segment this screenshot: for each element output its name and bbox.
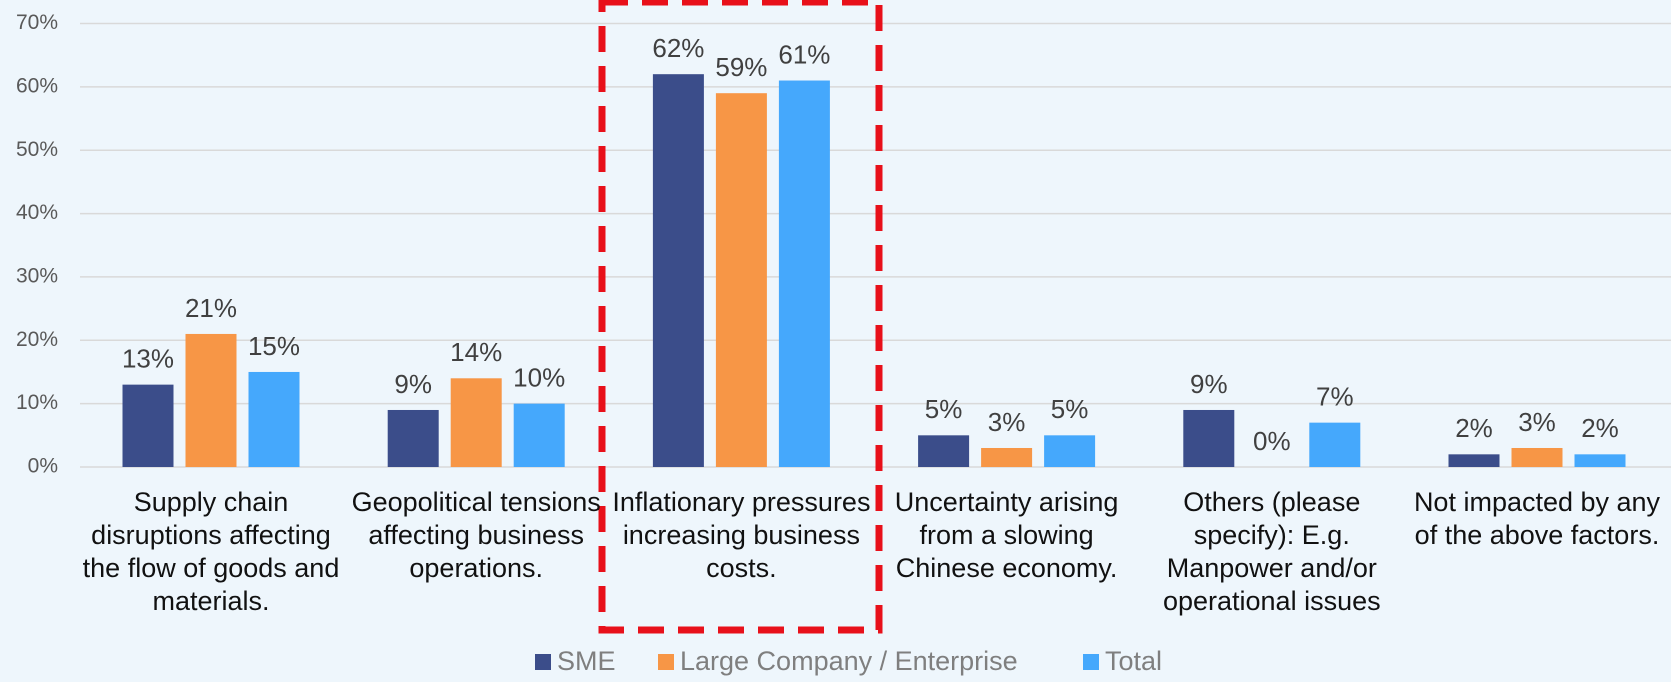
data-label: 9% <box>1190 369 1228 399</box>
data-label: 62% <box>652 33 704 63</box>
bar <box>778 80 830 468</box>
y-tick-label: 70% <box>16 11 58 34</box>
bar <box>1044 435 1096 467</box>
y-tick-label: 0% <box>28 455 58 478</box>
y-tick-label: 40% <box>16 201 58 224</box>
x-tick-label: Supply chain disruptions affecting the f… <box>82 487 340 616</box>
bar <box>1183 409 1235 467</box>
y-tick-label: 30% <box>16 264 58 287</box>
x-tick-label: Geopolitical tensions affecting business… <box>351 487 601 583</box>
y-tick-label: 50% <box>16 138 58 161</box>
bar <box>122 384 174 467</box>
data-label: 2% <box>1455 413 1493 443</box>
bar <box>513 403 565 467</box>
data-label: 7% <box>1316 382 1354 412</box>
legend-label: Large Company / Enterprise <box>680 646 1018 676</box>
x-tick-label: Others (please specify): E.g. Manpower a… <box>1162 487 1381 616</box>
x-tick-label: Inflationary pressures increasing busine… <box>612 487 871 583</box>
y-tick-label: 10% <box>16 391 58 414</box>
data-label: 10% <box>513 363 565 393</box>
data-label: 0% <box>1253 426 1291 456</box>
data-label: 14% <box>450 337 502 367</box>
data-label: 59% <box>715 52 767 82</box>
data-label: 5% <box>1051 394 1089 424</box>
data-label: 5% <box>925 394 963 424</box>
legend-swatch <box>658 654 674 670</box>
data-label: 21% <box>185 293 237 323</box>
data-label: 3% <box>988 407 1026 437</box>
legend-label: Total <box>1105 646 1162 676</box>
bar <box>918 435 970 467</box>
data-label: 15% <box>248 331 300 361</box>
data-label: 61% <box>778 39 830 69</box>
legend-label: SME <box>557 646 616 676</box>
bar <box>981 447 1033 467</box>
data-label: 9% <box>394 369 432 399</box>
data-label: 3% <box>1518 407 1556 437</box>
bar <box>652 74 704 467</box>
bar <box>185 333 237 467</box>
legend-swatch <box>1083 654 1099 670</box>
bar <box>1574 454 1626 467</box>
x-tick-label: Uncertainty arising from a slowing Chine… <box>894 487 1119 583</box>
bar <box>1309 422 1361 467</box>
legend-swatch <box>535 654 551 670</box>
highlight-box <box>598 0 883 634</box>
bar <box>715 93 767 467</box>
bar <box>248 371 300 467</box>
data-label: 13% <box>122 344 174 374</box>
bar <box>1448 454 1500 467</box>
data-label: 2% <box>1581 413 1619 443</box>
y-tick-label: 20% <box>16 328 58 351</box>
bar <box>1511 447 1563 467</box>
y-tick-label: 60% <box>16 74 58 97</box>
bar <box>387 409 439 467</box>
bar <box>450 378 502 467</box>
x-tick-label: Not impacted by any of the above factors… <box>1413 487 1661 550</box>
